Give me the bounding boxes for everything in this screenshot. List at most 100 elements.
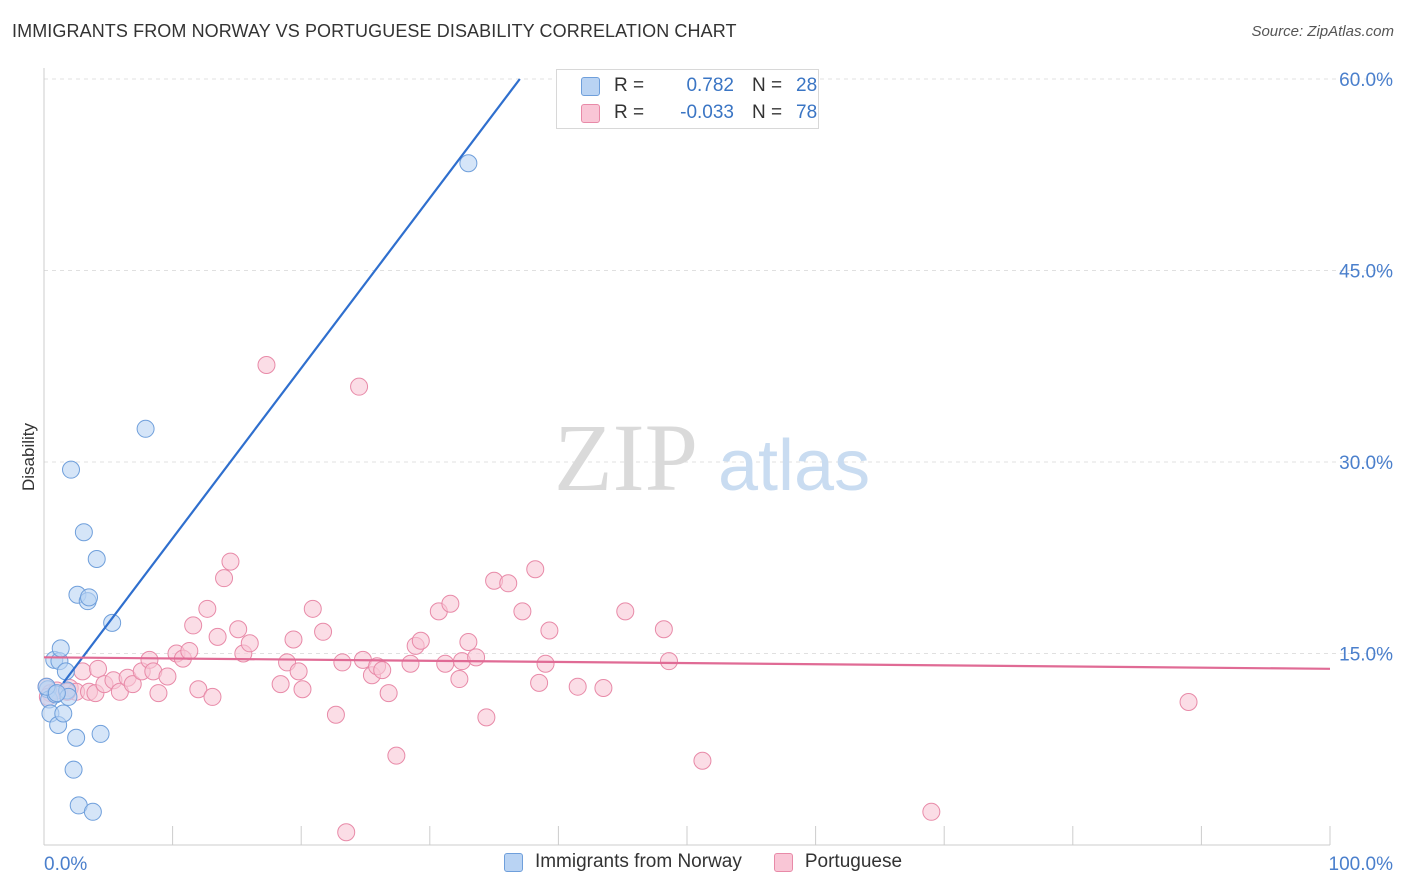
portuguese-point	[221, 552, 240, 571]
portuguese-swatch	[773, 852, 793, 872]
portuguese-point	[654, 620, 673, 639]
gridlines	[44, 78, 1395, 654]
portuguese-point	[289, 662, 308, 681]
portuguese-point	[303, 599, 322, 618]
norway-point	[47, 684, 66, 703]
portuguese-point	[441, 594, 460, 613]
norway-point	[80, 588, 99, 607]
portuguese-point	[450, 670, 469, 689]
norway-point	[136, 419, 155, 438]
axis-labels: 15.0% 30.0% 45.0% 60.0% 0.0% 100.0% Disability	[19, 70, 1393, 875]
norway-point	[51, 639, 70, 658]
portuguese-swatch	[581, 103, 600, 123]
portuguese-point	[89, 659, 108, 678]
norway-swatch	[581, 76, 600, 96]
norway-point	[64, 760, 83, 779]
portuguese-point	[526, 560, 545, 579]
portuguese-point	[411, 631, 430, 650]
legend-item-norway[interactable]: Immigrants from Norway	[503, 851, 742, 873]
x-tick-label: 100.0%	[1329, 854, 1394, 875]
stats-row-norway: R = 0.782 N = 28	[581, 75, 817, 97]
norway-points	[37, 154, 478, 821]
legend-item-portuguese[interactable]: Portuguese	[773, 851, 903, 873]
portuguese-point	[203, 687, 222, 706]
norway-r-value: 0.782	[686, 75, 734, 96]
y-tick-label: 30.0%	[1339, 453, 1393, 474]
stats-row-portuguese: R = -0.033 N = 78	[581, 102, 817, 124]
portuguese-point	[198, 599, 217, 618]
portuguese-point	[616, 602, 635, 621]
portuguese-point	[693, 751, 712, 770]
portuguese-point	[568, 677, 587, 696]
portuguese-point	[499, 574, 518, 593]
trend-lines	[43, 78, 1331, 684]
norway-trend-line	[62, 78, 521, 684]
portuguese-point	[540, 621, 559, 640]
axes	[43, 68, 1331, 846]
norway-point	[83, 802, 102, 821]
portuguese-point	[149, 684, 168, 703]
norway-point	[87, 550, 106, 569]
portuguese-trend-line	[43, 656, 1331, 670]
watermark: ZIP atlas	[554, 404, 870, 511]
portuguese-point	[1179, 693, 1198, 712]
watermark-zip: ZIP	[554, 404, 698, 511]
r-label: R =	[614, 102, 645, 123]
stats-legend-box: R = 0.782 N = 28 R = -0.033 N = 78	[556, 69, 819, 129]
norway-swatch	[503, 852, 523, 872]
portuguese-point	[459, 633, 478, 652]
norway-n-value: 28	[796, 75, 818, 96]
portuguese-point	[284, 630, 303, 649]
norway-point	[103, 613, 122, 632]
legend-label-portuguese: Portuguese	[804, 851, 903, 872]
x-tick-label: 0.0%	[44, 854, 87, 875]
portuguese-point	[229, 620, 248, 639]
portuguese-point	[326, 705, 345, 724]
watermark-atlas: atlas	[718, 426, 870, 506]
y-tick-label: 15.0%	[1339, 645, 1393, 666]
portuguese-point	[659, 652, 678, 671]
portuguese-point	[189, 680, 208, 699]
portuguese-point	[337, 823, 356, 842]
portuguese-point	[158, 667, 177, 686]
portuguese-point	[513, 602, 532, 621]
norway-point	[62, 460, 81, 479]
n-label: N =	[752, 102, 783, 123]
portuguese-point	[594, 678, 613, 697]
portuguese-point	[314, 622, 333, 641]
legend-label-norway: Immigrants from Norway	[534, 851, 742, 872]
portuguese-point	[271, 675, 290, 694]
portuguese-point	[922, 802, 941, 821]
y-tick-label: 60.0%	[1339, 70, 1393, 91]
portuguese-point	[180, 641, 199, 660]
portuguese-point	[467, 648, 486, 667]
norway-point	[67, 728, 86, 747]
source-label: Source: ZipAtlas.com	[1251, 23, 1394, 40]
portuguese-point	[293, 680, 312, 699]
norway-point	[91, 724, 110, 743]
portuguese-point	[401, 654, 420, 673]
portuguese-point	[333, 653, 352, 672]
portuguese-point	[436, 654, 455, 673]
portuguese-point	[215, 569, 234, 588]
norway-point	[459, 154, 478, 173]
bottom-legend: Immigrants from Norway Portuguese	[0, 851, 1406, 873]
portuguese-point	[477, 708, 496, 727]
portuguese-point	[350, 377, 369, 396]
y-axis-title: Disability	[19, 422, 38, 491]
portuguese-point	[373, 661, 392, 680]
portuguese-point	[387, 746, 406, 765]
portuguese-point	[240, 634, 259, 653]
norway-point	[74, 523, 93, 542]
portuguese-point	[123, 675, 142, 694]
portuguese-point	[208, 627, 227, 646]
y-tick-label: 45.0%	[1339, 262, 1393, 283]
chart-title: IMMIGRANTS FROM NORWAY VS PORTUGUESE DIS…	[12, 21, 737, 41]
norway-point	[54, 704, 73, 723]
portuguese-point	[530, 673, 549, 692]
portuguese-point	[257, 355, 276, 374]
r-label: R =	[614, 75, 645, 96]
portuguese-r-value: -0.033	[680, 102, 734, 123]
n-label: N =	[752, 75, 783, 96]
